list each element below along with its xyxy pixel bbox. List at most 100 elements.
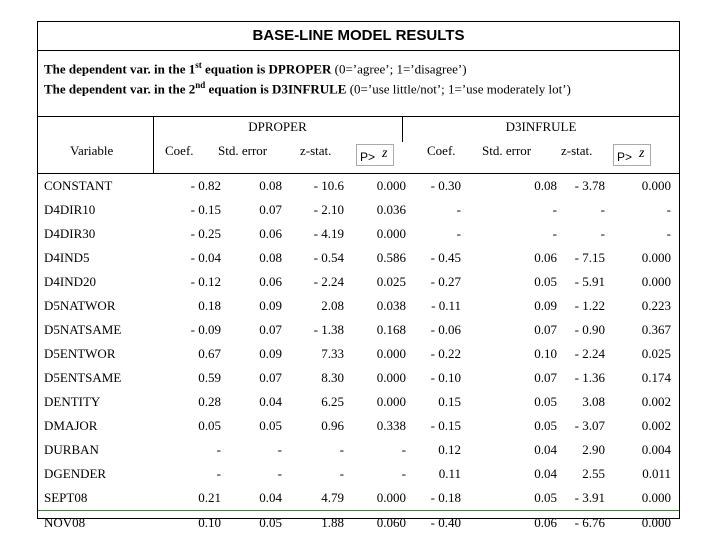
cell-c7: - 1.36: [574, 370, 605, 385]
cell-c4: 0.025: [376, 274, 406, 289]
header-divider: [38, 173, 679, 174]
header-p-2: P> z: [613, 144, 651, 166]
header-stderr-2: Std. error: [482, 143, 532, 158]
cell-c8: 0.000: [641, 490, 671, 505]
cell-c8: 0.011: [642, 466, 671, 481]
cell-c1: - 0.12: [190, 274, 221, 289]
table-row: D5NATSAME - 0.09 0.07 - 1.38 0.168 - 0.06 0.07…: [38, 318, 679, 342]
cell-c3: - 1.38: [313, 322, 344, 337]
cell-c4: 0.586: [376, 250, 406, 265]
cell-c8: 0.367: [641, 322, 671, 337]
cell-c2: 0.04: [259, 394, 282, 409]
cell-c6: 0.05: [534, 394, 557, 409]
cell-c3: 7.33: [321, 346, 344, 361]
cell-c3: 6.25: [321, 394, 344, 409]
cell-c4: 0.000: [376, 394, 406, 409]
cell-c4: 0.000: [376, 346, 406, 361]
cell-c2: 0.04: [259, 490, 282, 505]
cell-c8: 0.000: [641, 515, 671, 530]
cell-c5: 0.12: [438, 442, 461, 457]
cell-c2: 0.05: [259, 515, 282, 530]
cell-c6: -: [552, 202, 557, 217]
row-variable-name: NOV08: [44, 515, 86, 530]
cell-c1: - 0.25: [190, 226, 221, 241]
description-line-1: The dependent var. in the 1st equation i…: [44, 60, 467, 77]
row-variable-name: DMAJOR: [44, 418, 98, 433]
cell-c5: - 0.06: [430, 322, 461, 337]
row-variable-name: DURBAN: [44, 442, 99, 457]
cell-c6: 0.04: [534, 442, 557, 457]
cell-c5: - 0.11: [431, 298, 461, 313]
cell-c7: 3.08: [582, 394, 605, 409]
table-row: SEPT08 0.21 0.04 4.79 0.000 - 0.18 0.05 - 3.91 0…: [38, 486, 679, 510]
cell-c7: - 2.24: [574, 346, 605, 361]
cell-c8: 0.002: [641, 418, 671, 433]
cell-c1: 0.21: [198, 490, 221, 505]
group-header-d3infrule: D3INFRULE: [505, 119, 577, 134]
row-variable-name: D4IND5: [44, 250, 90, 265]
row-variable-name: D5NATSAME: [44, 322, 122, 337]
cell-c6: 0.05: [534, 274, 557, 289]
cell-c7: - 5.91: [574, 274, 605, 289]
cell-c4: 0.000: [376, 370, 406, 385]
cell-c6: 0.04: [534, 466, 557, 481]
cell-c3: 4.79: [321, 490, 344, 505]
cell-c2: -: [277, 442, 282, 457]
header-coef-2: Coef.: [427, 143, 456, 158]
cell-c6: 0.09: [534, 298, 557, 313]
cell-c3: 0.96: [321, 418, 344, 433]
description-line-2: The dependent var. in the 2nd equation i…: [44, 80, 571, 97]
row-variable-name: D5ENTWOR: [44, 346, 116, 361]
cell-c7: -: [600, 226, 605, 241]
cell-c4: 0.060: [376, 515, 406, 530]
cell-c3: - 10.6: [313, 178, 344, 193]
cell-c4: 0.038: [376, 298, 406, 313]
cell-c3: 1.88: [321, 515, 344, 530]
cell-c7: 2.90: [582, 442, 605, 457]
row-variable-name: D5ENTSAME: [44, 370, 122, 385]
cell-c3: -: [339, 466, 344, 481]
header-zstat-2: z-stat.: [561, 143, 593, 158]
row-variable-name: SEPT08: [44, 490, 88, 505]
table-row: D5ENTWOR 0.67 0.09 7.33 0.000 - 0.22 0.10 - 2.2…: [38, 342, 679, 366]
header-stderr-1: Std. error: [218, 143, 268, 158]
cell-c5: 0.15: [438, 394, 461, 409]
table-row: D4DIR10 - 0.15 0.07 - 2.10 0.036 - - - -: [38, 198, 679, 222]
table-row: DGENDER - - - - 0.11 0.04 2.55 0.011: [38, 462, 679, 486]
header-zstat-1: z-stat.: [300, 143, 332, 158]
cell-c1: -: [216, 466, 221, 481]
cell-c7: - 3.91: [574, 490, 605, 505]
row-variable-name: CONSTANT: [44, 178, 113, 193]
cell-c4: 0.000: [376, 490, 406, 505]
row-variable-name: D4DIR10: [44, 202, 96, 217]
cell-c5: - 0.27: [430, 274, 461, 289]
cell-c8: 0.000: [641, 178, 671, 193]
table-row: NOV08 0.10 0.05 1.88 0.060 - 0.40 0.06 - 6.76 0.…: [38, 510, 679, 535]
header-coef-1: Coef.: [165, 143, 194, 158]
cell-c2: 0.09: [259, 298, 282, 313]
cell-c1: - 0.15: [190, 202, 221, 217]
cell-c4: 0.036: [376, 202, 406, 217]
cell-c6: 0.10: [534, 346, 557, 361]
cell-c4: 0.168: [376, 322, 406, 337]
cell-c8: 0.004: [641, 442, 671, 457]
cell-c5: - 0.30: [430, 178, 461, 193]
cell-c7: - 1.22: [574, 298, 605, 313]
cell-c4: 0.000: [376, 226, 406, 241]
cell-c4: -: [401, 442, 406, 457]
cell-c2: 0.06: [259, 274, 282, 289]
cell-c2: 0.05: [259, 418, 282, 433]
cell-c1: 0.10: [198, 515, 221, 530]
cell-c5: - 0.22: [430, 346, 461, 361]
row-variable-name: DGENDER: [44, 466, 107, 481]
table-title: BASE-LINE MODEL RESULTS: [38, 22, 679, 51]
table-row: DURBAN - - - - 0.12 0.04 2.90 0.004: [38, 438, 679, 462]
cell-c6: -: [552, 226, 557, 241]
cell-c1: 0.05: [198, 418, 221, 433]
cell-c1: 0.67: [198, 346, 221, 361]
cell-c3: 2.08: [321, 298, 344, 313]
cell-c2: 0.08: [259, 178, 282, 193]
cell-c3: - 4.19: [313, 226, 344, 241]
cell-c3: - 2.10: [313, 202, 344, 217]
cell-c2: 0.08: [259, 250, 282, 265]
